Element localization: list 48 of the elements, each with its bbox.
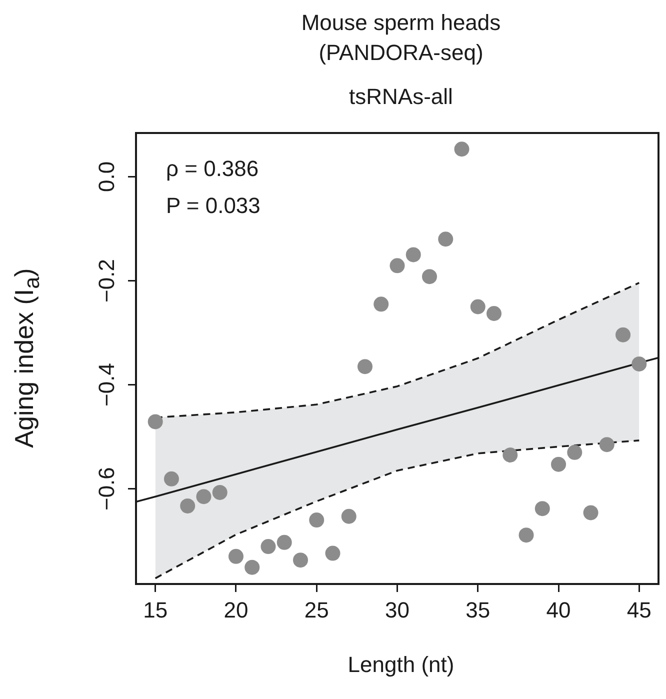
point bbox=[583, 505, 598, 520]
y-tick-label: −0.6 bbox=[94, 467, 120, 511]
point bbox=[196, 489, 212, 504]
point bbox=[599, 437, 614, 452]
point bbox=[228, 548, 244, 564]
point bbox=[422, 269, 438, 284]
y-tick-label: −0.2 bbox=[94, 259, 120, 302]
x-tick-label: 45 bbox=[626, 597, 652, 622]
point bbox=[406, 247, 421, 262]
point bbox=[244, 560, 260, 575]
point bbox=[180, 498, 196, 514]
point bbox=[292, 552, 308, 568]
line-series bbox=[154, 440, 640, 580]
point bbox=[276, 534, 292, 550]
annotation: P = 0.033 bbox=[166, 193, 260, 218]
x-tick-label: 35 bbox=[466, 597, 490, 622]
point bbox=[502, 447, 518, 462]
x-tick-label: 30 bbox=[385, 597, 410, 622]
point bbox=[390, 258, 405, 274]
x-tick-label: 15 bbox=[143, 597, 168, 622]
x-tick-label: 20 bbox=[224, 597, 248, 622]
point bbox=[551, 456, 566, 472]
x-tick-label: 25 bbox=[304, 597, 329, 622]
x-tick-label: 40 bbox=[546, 597, 571, 622]
point bbox=[309, 512, 324, 528]
point bbox=[325, 546, 340, 561]
point bbox=[616, 327, 631, 342]
point bbox=[148, 414, 163, 430]
point bbox=[632, 356, 647, 372]
point bbox=[470, 299, 486, 314]
annotation: ρ = 0.386 bbox=[166, 156, 259, 182]
point bbox=[260, 539, 276, 554]
point bbox=[518, 528, 534, 543]
y-tick-label: −0.4 bbox=[94, 363, 120, 406]
point bbox=[438, 232, 454, 247]
point bbox=[164, 471, 179, 486]
point bbox=[534, 501, 550, 516]
point bbox=[212, 484, 228, 500]
y-tick-label: 0.0 bbox=[94, 161, 120, 192]
chart-title: Mouse sperm heads (PANDORA-seq) bbox=[300, 9, 502, 67]
point bbox=[454, 142, 470, 157]
point bbox=[374, 296, 389, 312]
point bbox=[567, 444, 582, 460]
point bbox=[486, 306, 502, 322]
point bbox=[357, 359, 372, 374]
point bbox=[341, 508, 356, 524]
x-axis-title: Length (nt) bbox=[346, 652, 456, 678]
chart-subtitle: tsRNAs-all bbox=[348, 84, 454, 110]
